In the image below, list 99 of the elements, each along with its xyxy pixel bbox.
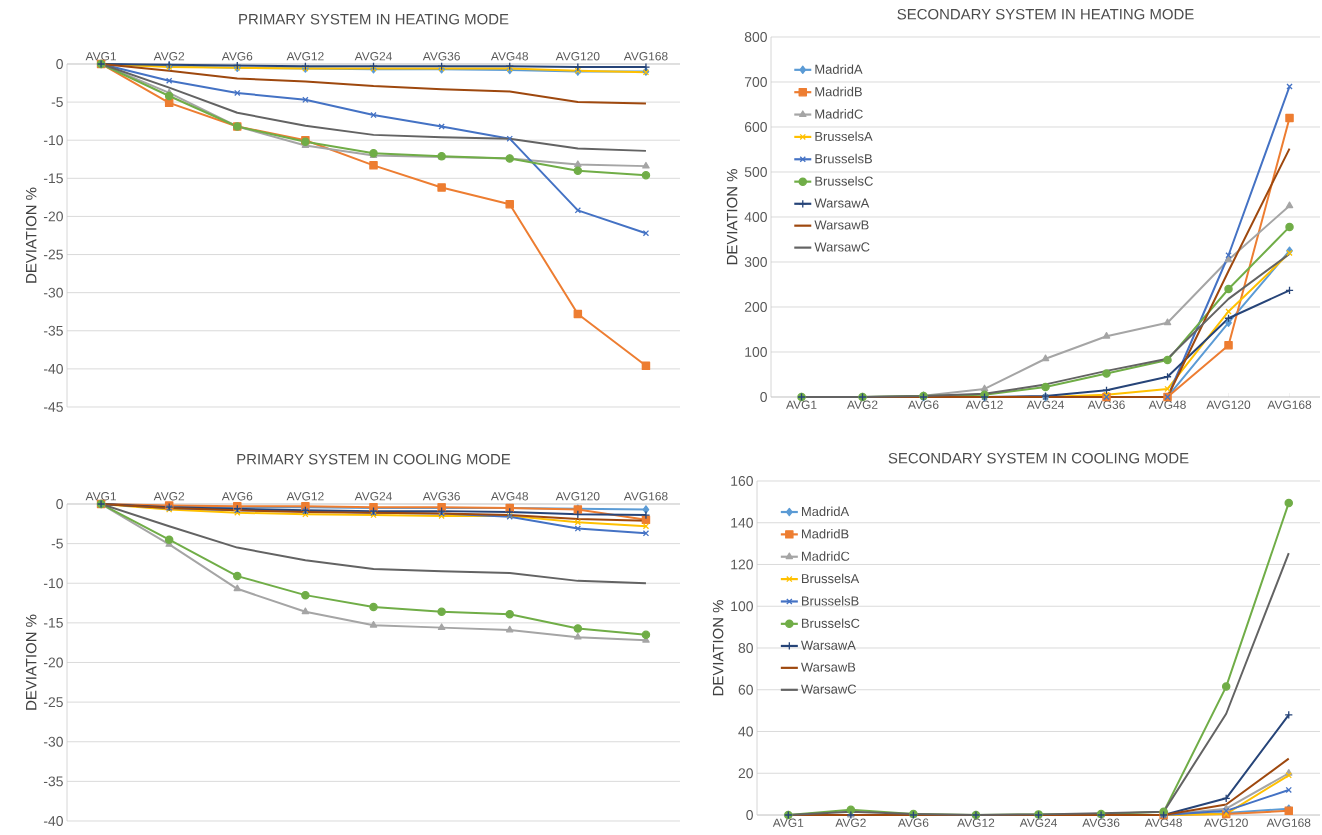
y-tick-label: 100 bbox=[745, 347, 767, 357]
y-tick-label: -35 bbox=[43, 325, 63, 336]
x-tick-label: AVG120 bbox=[555, 52, 600, 61]
x-tick-label: AVG6 bbox=[897, 818, 929, 827]
y-tick-label: 40 bbox=[738, 726, 753, 737]
y-axis-title: DEVIATION % bbox=[712, 600, 724, 696]
x-tick-label: AVG24 bbox=[354, 52, 392, 61]
x-tick-label: AVG1 bbox=[786, 400, 817, 409]
y-tick-label: 0 bbox=[760, 392, 767, 402]
y-tick-label: 0 bbox=[746, 810, 753, 820]
y-tick-label: 800 bbox=[744, 32, 767, 42]
x-tick-label: AVG48 bbox=[1144, 818, 1182, 827]
x-tick-label: AVG48 bbox=[1148, 400, 1186, 409]
legend-label: BrusselsA bbox=[815, 131, 873, 141]
x-tick-label: AVG2 bbox=[153, 492, 185, 501]
y-tick-label: -5 bbox=[51, 97, 63, 107]
y-tick-label: 400 bbox=[744, 212, 767, 222]
legend-label: BrusselsB bbox=[815, 153, 872, 164]
y-tick-label: -40 bbox=[43, 816, 63, 826]
x-tick-label: AVG6 bbox=[908, 400, 939, 409]
x-tick-label: AVG2 bbox=[153, 52, 185, 61]
y-tick-label: -30 bbox=[43, 736, 63, 747]
x-tick-label: AVG24 bbox=[1026, 400, 1064, 409]
y-tick-label: 120 bbox=[731, 559, 753, 570]
legend-label: WarsawB bbox=[800, 662, 856, 672]
x-tick-label: AVG120 bbox=[1206, 400, 1251, 409]
legend-label: WarsawB bbox=[814, 220, 869, 230]
x-tick-label: AVG24 bbox=[354, 492, 392, 501]
y-tick-label: 600 bbox=[744, 122, 767, 132]
legend-label: MadridB bbox=[815, 86, 862, 97]
x-tick-label: AVG120 bbox=[1204, 818, 1248, 827]
x-tick-label: AVG12 bbox=[965, 400, 1003, 409]
x-tick-label: AVG1 bbox=[772, 818, 804, 827]
legend-label: MadridC bbox=[815, 109, 863, 119]
y-tick-label: 80 bbox=[738, 643, 753, 653]
y-tick-label: -20 bbox=[43, 657, 63, 668]
legend-label: MadridA bbox=[801, 506, 850, 517]
legend-label: WarsawA bbox=[814, 198, 870, 208]
legend-label: WarsawA bbox=[800, 640, 856, 650]
x-tick-label: AVG2 bbox=[835, 818, 866, 827]
x-tick-label: AVG2 bbox=[847, 400, 878, 409]
x-tick-label: AVG36 bbox=[422, 52, 460, 61]
x-tick-label: AVG12 bbox=[957, 818, 995, 827]
x-tick-label: AVG12 bbox=[286, 52, 324, 61]
x-tick-label: AVG1 bbox=[85, 492, 116, 501]
y-tick-label: -25 bbox=[43, 697, 63, 708]
x-tick-label: AVG168 bbox=[623, 52, 668, 61]
chart-title: SECONDARY SYSTEM IN HEATING MODE bbox=[897, 8, 1194, 20]
chart-title: PRIMARY SYSTEM IN COOLING MODE bbox=[237, 453, 511, 465]
y-tick-label: 160 bbox=[731, 476, 753, 486]
y-tick-label: 300 bbox=[744, 257, 767, 267]
legend-label: WarsawC bbox=[800, 684, 857, 694]
y-axis-title: DEVIATION % bbox=[25, 187, 37, 283]
y-tick-label: 0 bbox=[56, 499, 63, 509]
x-tick-label: AVG48 bbox=[490, 52, 529, 61]
legend-label: BrusselsC bbox=[815, 176, 873, 186]
legend-label: BrusselsC bbox=[801, 618, 860, 628]
y-tick-label: -25 bbox=[43, 249, 63, 260]
y-tick-label: 60 bbox=[738, 684, 753, 695]
y-tick-label: -15 bbox=[43, 173, 63, 184]
y-axis-title: DEVIATION % bbox=[726, 169, 738, 265]
chart-title: SECONDARY SYSTEM IN COOLING MODE bbox=[888, 452, 1189, 464]
legend-label: BrusselsA bbox=[801, 573, 860, 584]
x-tick-label: AVG36 bbox=[1082, 818, 1120, 827]
y-tick-label: 700 bbox=[744, 77, 767, 87]
y-tick-label: -40 bbox=[43, 363, 63, 374]
y-axis-title: DEVIATION % bbox=[25, 614, 37, 710]
x-tick-label: AVG12 bbox=[286, 492, 324, 501]
y-tick-label: -10 bbox=[43, 135, 63, 146]
x-tick-label: AVG120 bbox=[555, 492, 600, 501]
y-tick-label: 0 bbox=[56, 59, 63, 69]
x-tick-label: AVG6 bbox=[221, 52, 253, 61]
y-tick-label: -20 bbox=[43, 211, 63, 222]
x-tick-label: AVG36 bbox=[422, 492, 460, 501]
x-tick-label: AVG36 bbox=[1087, 400, 1125, 409]
y-tick-label: 500 bbox=[744, 167, 767, 177]
legend-label: MadridB bbox=[801, 528, 849, 539]
y-tick-label: -10 bbox=[43, 578, 63, 589]
y-tick-label: 200 bbox=[744, 302, 767, 312]
y-tick-label: 140 bbox=[731, 517, 753, 528]
chart-title: PRIMARY SYSTEM IN HEATING MODE bbox=[239, 13, 509, 25]
legend-label: WarsawC bbox=[814, 242, 870, 252]
y-tick-label: -45 bbox=[43, 402, 63, 412]
y-tick-label: -30 bbox=[43, 287, 63, 298]
legend-label: MadridA bbox=[815, 64, 863, 74]
y-tick-label: 100 bbox=[731, 601, 753, 612]
y-tick-label: -15 bbox=[43, 618, 63, 628]
legend-label: BrusselsB bbox=[801, 596, 859, 606]
x-tick-label: AVG1 bbox=[85, 52, 116, 61]
x-tick-label: AVG48 bbox=[490, 492, 529, 501]
x-tick-label: AVG6 bbox=[221, 492, 253, 501]
x-tick-label: AVG168 bbox=[1266, 818, 1311, 827]
legend-label: MadridC bbox=[801, 551, 850, 561]
x-tick-label: AVG24 bbox=[1019, 818, 1058, 827]
x-tick-label: AVG168 bbox=[1267, 400, 1312, 409]
y-tick-label: -5 bbox=[51, 538, 63, 549]
y-tick-label: 20 bbox=[738, 768, 753, 779]
y-tick-label: -35 bbox=[43, 776, 63, 787]
x-tick-label: AVG168 bbox=[623, 492, 668, 501]
